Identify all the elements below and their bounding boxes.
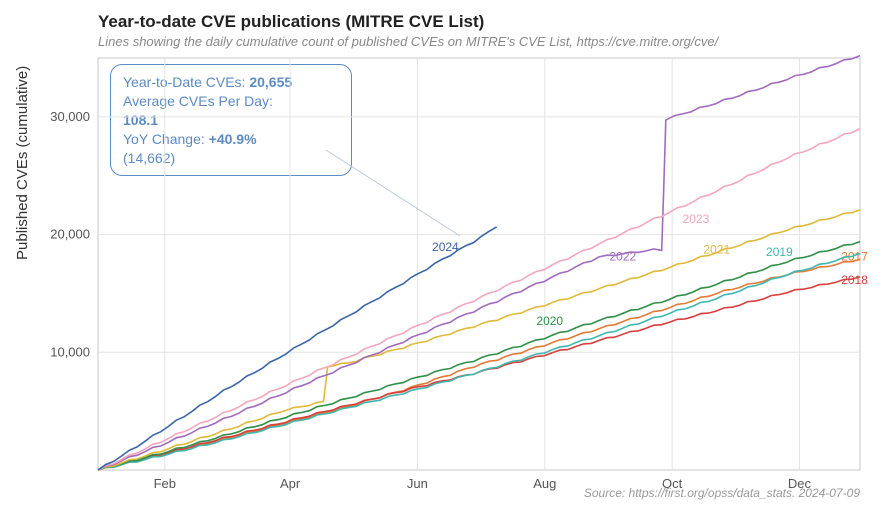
series-label-2020: 2020 [536,314,563,328]
x-tick-label: Jun [407,476,428,491]
series-label-2024: 2024 [432,240,459,254]
series-2017 [98,259,860,470]
series-2018 [98,277,860,470]
series-2019 [98,253,860,470]
y-tick-label: 10,000 [50,344,90,359]
series-2024 [98,227,497,470]
y-tick-label: 20,000 [50,227,90,242]
series-2022 [98,56,860,470]
callout-leader [326,150,460,236]
series-2023 [98,129,860,470]
x-tick-label: Apr [280,476,301,491]
series-label-2021: 2021 [703,242,730,256]
line-chart: 10,00020,00030,000FebAprJunAugOctDec2017… [0,0,884,506]
series-label-2022: 2022 [609,249,636,263]
x-tick-label: Oct [662,476,683,491]
series-label-2019: 2019 [766,245,793,259]
x-tick-label: Aug [533,476,556,491]
x-tick-label: Dec [788,476,812,491]
y-tick-label: 30,000 [50,109,90,124]
series-2021 [98,210,860,470]
series-label-2023: 2023 [683,212,710,226]
x-tick-label: Feb [154,476,176,491]
series-label-2018: 2018 [841,273,868,287]
